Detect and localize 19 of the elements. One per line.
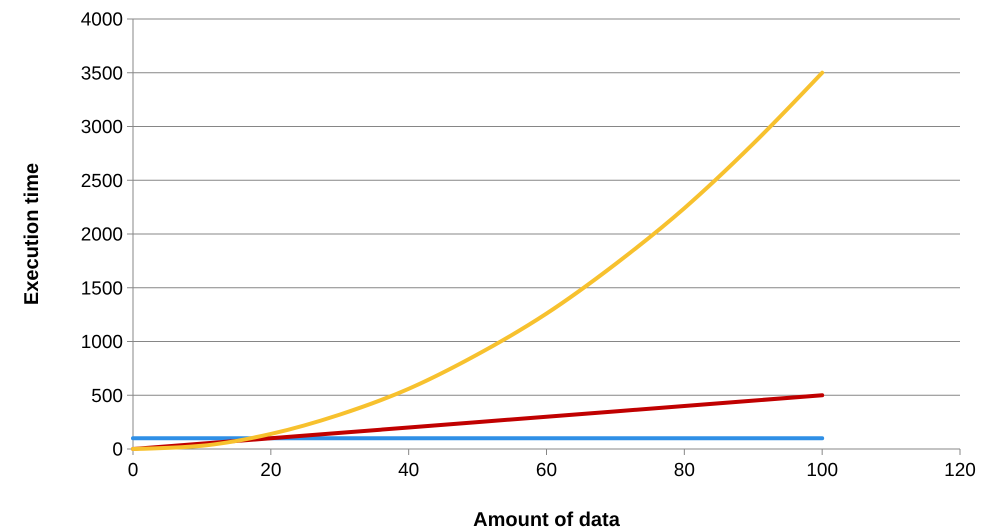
x-tick-label: 60: [536, 460, 558, 481]
y-tick-label: 2000: [80, 224, 123, 246]
y-tick-label: 4000: [80, 10, 123, 31]
y-axis-title: Execution time: [21, 162, 43, 306]
y-tick-label: 3000: [80, 117, 123, 138]
y-tick-label: 3500: [80, 63, 123, 84]
x-tick-label: 100: [806, 460, 838, 481]
x-tick-label: 0: [128, 460, 138, 481]
x-tick-label: 120: [944, 460, 976, 481]
x-tick-label: 80: [674, 460, 695, 481]
x-tick-label: 20: [260, 460, 282, 481]
y-tick-label: 500: [91, 386, 123, 407]
x-tick-label: 40: [398, 460, 420, 481]
y-tick-label: 1500: [80, 278, 123, 300]
y-tick-label: 2500: [80, 170, 123, 192]
x-axis-title: Amount of data: [473, 509, 621, 530]
y-tick-label: 0: [112, 440, 123, 461]
line-series: [131, 70, 824, 451]
y-tick-label: 1000: [80, 332, 123, 354]
